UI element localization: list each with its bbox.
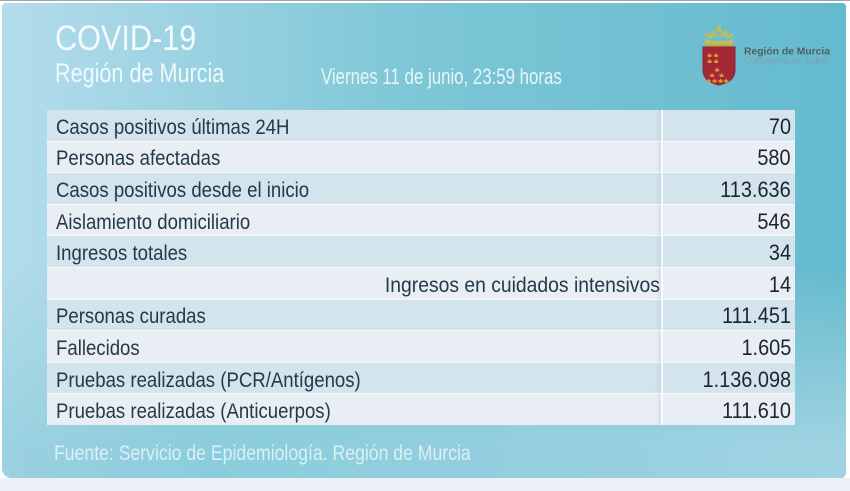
svg-text:Región de Murcia: Región de Murcia bbox=[744, 46, 830, 58]
svg-text:Consejería de Salud: Consejería de Salud bbox=[744, 56, 828, 67]
